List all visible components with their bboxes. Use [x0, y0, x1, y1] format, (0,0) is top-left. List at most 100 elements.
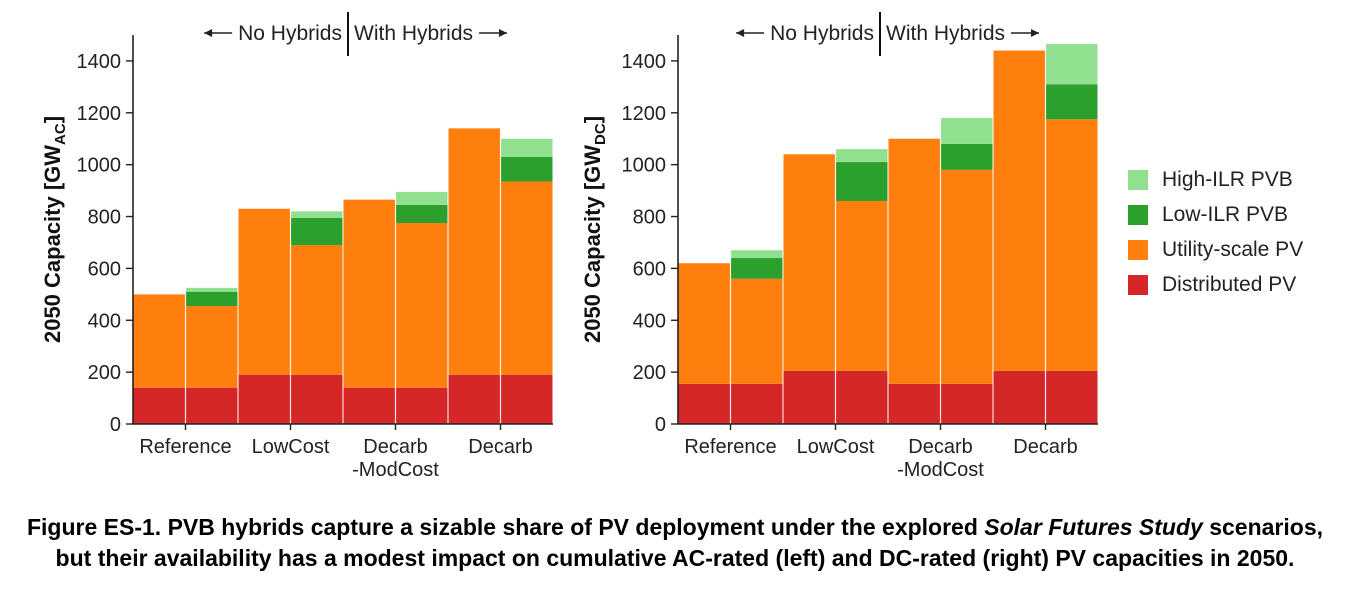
caption-text: Figure ES-1. PVB hybrids capture a sizab…: [26, 514, 985, 540]
bar-decarb-no-hybrids-distributed-pv: [993, 370, 1046, 424]
legend-item-utility-pv: Utility-scale PV: [1128, 232, 1303, 267]
bar-reference-no-hybrids-utility-scale-pv: [678, 263, 731, 384]
legend-label: High-ILR PVB: [1162, 167, 1293, 191]
x-tick-label: Decarb: [468, 436, 532, 458]
bar-decarb-with-hybrids-utility-scale-pv: [1045, 119, 1098, 371]
bar-lowcost-with-hybrids-distributed-pv: [835, 370, 888, 424]
bar-reference-with-hybrids-distributed-pv: [185, 387, 238, 424]
legend-item-low-ilr: Low-ILR PVB: [1128, 197, 1303, 232]
header-no-hybrids: No Hybrids: [770, 22, 874, 45]
y-tick-label: 1000: [622, 155, 667, 177]
bar-decarb-modcost-with-hybrids-high-ilr-pvb: [940, 117, 993, 144]
bar-reference-with-hybrids-low-ilr-pvb: [185, 291, 238, 307]
y-tick-label: 800: [633, 207, 666, 229]
bar-decarb-no-hybrids-utility-scale-pv: [993, 50, 1046, 371]
header-arrowhead-left: [204, 29, 213, 37]
bar-reference-with-hybrids-utility-scale-pv: [185, 306, 238, 388]
x-tick-label: Decarb: [908, 436, 972, 458]
x-tick-label: -ModCost: [897, 459, 984, 481]
y-tick-label: 1200: [622, 103, 667, 125]
bar-lowcost-with-hybrids-utility-scale-pv: [290, 245, 343, 375]
bar-lowcost-with-hybrids-utility-scale-pv: [835, 200, 888, 371]
bar-decarb-with-hybrids-high-ilr-pvb: [500, 138, 553, 157]
legend-item-distributed-pv: Distributed PV: [1128, 267, 1303, 302]
bar-reference-no-hybrids-distributed-pv: [133, 387, 186, 424]
y-tick-label: 1400: [77, 51, 122, 73]
bar-decarb-no-hybrids-distributed-pv: [448, 374, 501, 424]
bar-decarb-with-hybrids-utility-scale-pv: [500, 181, 553, 375]
legend-item-high-ilr: High-ILR PVB: [1128, 162, 1303, 197]
y-axis-label: 2050 Capacity [GWDC]: [580, 116, 609, 343]
y-tick-label: 0: [655, 414, 666, 436]
bar-reference-no-hybrids-utility-scale-pv: [133, 294, 186, 388]
bar-decarb-modcost-no-hybrids-distributed-pv: [343, 387, 396, 424]
y-axis-label: 2050 Capacity [GWAC]: [40, 116, 69, 343]
bar-lowcost-with-hybrids-high-ilr-pvb: [290, 211, 343, 218]
bar-decarb-modcost-with-hybrids-distributed-pv: [940, 383, 993, 424]
y-axis-label-subscript: DC: [592, 123, 609, 145]
bar-decarb-modcost-with-hybrids-high-ilr-pvb: [395, 191, 448, 205]
y-tick-label: 600: [633, 258, 666, 280]
bar-reference-with-hybrids-low-ilr-pvb: [730, 258, 783, 279]
bar-lowcost-with-hybrids-low-ilr-pvb: [290, 217, 343, 246]
bar-decarb-modcost-with-hybrids-distributed-pv: [395, 387, 448, 424]
legend-swatch: [1128, 204, 1148, 225]
bar-lowcost-no-hybrids-distributed-pv: [783, 370, 836, 424]
y-tick-label: 400: [633, 310, 666, 332]
y-tick-label: 200: [633, 362, 666, 384]
x-tick-label: LowCost: [797, 436, 875, 458]
bar-decarb-modcost-no-hybrids-utility-scale-pv: [888, 138, 941, 384]
y-tick-label: 1400: [622, 51, 667, 73]
x-tick-label: Reference: [684, 436, 776, 458]
bar-lowcost-with-hybrids-distributed-pv: [290, 374, 343, 424]
chart-ac-capacity: 0 200 400 600 800 1000 1200 1400 Reference LowCos…: [40, 12, 553, 481]
header-arrowhead-right: [499, 29, 508, 37]
bar-lowcost-no-hybrids-distributed-pv: [238, 374, 291, 424]
bar-lowcost-no-hybrids-utility-scale-pv: [783, 154, 836, 371]
header-with-hybrids: With Hybrids: [886, 22, 1005, 45]
y-tick-label: 1200: [77, 103, 122, 125]
bar-decarb-with-hybrids-low-ilr-pvb: [1045, 84, 1098, 120]
legend-label: Utility-scale PV: [1162, 237, 1304, 261]
bar-decarb-modcost-with-hybrids-utility-scale-pv: [940, 169, 993, 384]
bar-decarb-with-hybrids-high-ilr-pvb: [1045, 44, 1098, 85]
bar-decarb-no-hybrids-utility-scale-pv: [448, 128, 501, 375]
y-axis-label-end: ]: [580, 116, 605, 123]
y-tick-label: 200: [88, 362, 121, 384]
x-tick-label: Reference: [139, 436, 231, 458]
y-tick-label: 0: [110, 414, 121, 436]
legend: High-ILR PVB Low-ILR PVB Utility-scale P…: [1128, 162, 1303, 302]
bar-reference-with-hybrids-utility-scale-pv: [730, 278, 783, 384]
x-tick-label: Decarb: [363, 436, 427, 458]
header-arrowhead-left: [736, 29, 745, 37]
legend-label: Low-ILR PVB: [1162, 202, 1289, 226]
bar-decarb-modcost-with-hybrids-utility-scale-pv: [395, 223, 448, 388]
x-tick-label: -ModCost: [352, 459, 439, 481]
caption-text-end: scenarios, but their availability has a …: [55, 514, 1324, 571]
legend-swatch: [1128, 239, 1148, 260]
bar-decarb-with-hybrids-distributed-pv: [500, 374, 553, 424]
bar-decarb-modcost-no-hybrids-distributed-pv: [888, 383, 941, 424]
y-tick-label: 400: [88, 310, 121, 332]
y-tick-label: 800: [88, 207, 121, 229]
bar-decarb-modcost-no-hybrids-utility-scale-pv: [343, 199, 396, 388]
legend-swatch: [1128, 169, 1148, 190]
y-tick-label: 600: [88, 258, 121, 280]
bar-lowcost-with-hybrids-low-ilr-pvb: [835, 162, 888, 201]
bar-decarb-with-hybrids-distributed-pv: [1045, 370, 1098, 424]
chart-dc-capacity: 0 200 400 600 800 1000 1200 1400 Reference LowCos…: [580, 12, 1098, 481]
y-axis-label-main: 2050 Capacity [GW: [40, 145, 65, 343]
x-tick-label: Decarb: [1013, 436, 1077, 458]
bar-reference-with-hybrids-high-ilr-pvb: [185, 287, 238, 292]
bar-reference-no-hybrids-distributed-pv: [678, 383, 731, 424]
bar-decarb-with-hybrids-low-ilr-pvb: [500, 156, 553, 182]
y-tick-label: 1000: [77, 155, 122, 177]
bar-lowcost-no-hybrids-utility-scale-pv: [238, 208, 291, 375]
figure: 0 200 400 600 800 1000 1200 1400 Reference LowCos…: [40, 12, 1098, 481]
bar-decarb-modcost-with-hybrids-low-ilr-pvb: [395, 204, 448, 224]
x-tick-label: LowCost: [252, 436, 330, 458]
legend-label: Distributed PV: [1162, 272, 1297, 296]
y-axis-label-end: ]: [40, 116, 65, 123]
header-with-hybrids: With Hybrids: [354, 22, 473, 45]
y-axis-label-subscript: AC: [52, 123, 69, 145]
